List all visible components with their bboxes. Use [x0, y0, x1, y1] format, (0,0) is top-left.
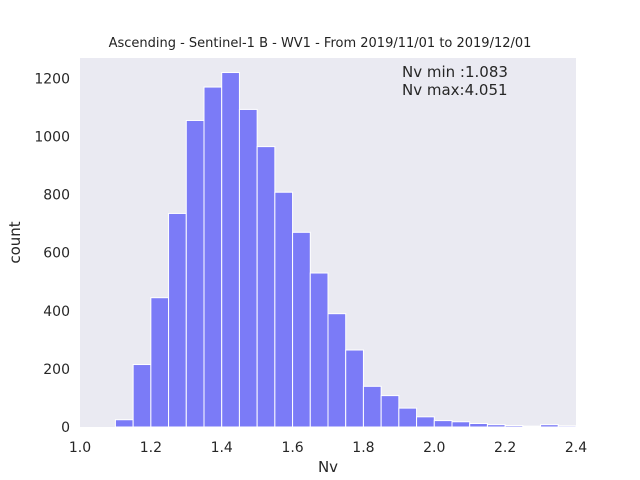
x-tick-label: 2.4 — [565, 440, 587, 456]
chart-title: Ascending - Sentinel-1 B - WV1 - From 20… — [108, 36, 532, 51]
histogram-bar-7 — [238, 108, 258, 428]
y-tick-label: 200 — [43, 362, 70, 378]
histogram-bar-1 — [132, 364, 152, 428]
histogram-bar-17 — [416, 416, 435, 428]
histogram-bar-12 — [327, 313, 347, 428]
y-axis-label: count — [6, 221, 24, 263]
histogram-bar-13 — [345, 349, 364, 428]
histogram-bar-24 — [540, 424, 559, 428]
x-tick-label: 2.2 — [494, 440, 516, 456]
histogram-bars — [114, 72, 577, 428]
x-tick-label: 2.0 — [423, 440, 445, 456]
histogram-bar-9 — [274, 191, 294, 428]
y-tick-label: 1000 — [34, 129, 70, 145]
histogram-bar-5 — [203, 86, 223, 428]
histogram-bar-10 — [292, 231, 311, 428]
y-tick-label: 1200 — [34, 71, 70, 87]
histogram-bar-6 — [221, 72, 240, 428]
histogram-bar-2 — [150, 297, 170, 428]
x-axis-label: Nv — [318, 458, 338, 476]
histogram-bar-21 — [486, 424, 506, 428]
histogram-bar-0 — [114, 419, 134, 428]
y-tick-label: 0 — [61, 420, 70, 436]
nv-min-annotation: Nv min :1.083 — [402, 63, 508, 81]
x-tick-label: 1.2 — [140, 440, 162, 456]
y-axis-ticks: 0 200 400 600 800 1000 1200 — [34, 71, 70, 436]
histogram-bar-22 — [504, 425, 524, 428]
histogram-bar-18 — [433, 420, 453, 428]
y-tick-label: 600 — [43, 246, 70, 262]
x-tick-label: 1.6 — [281, 440, 303, 456]
histogram-bar-19 — [451, 421, 471, 428]
histogram-bar-20 — [469, 423, 488, 428]
nv-max-annotation: Nv max:4.051 — [402, 81, 508, 99]
histogram-bar-16 — [398, 407, 418, 428]
histogram-bar-4 — [185, 119, 205, 428]
histogram-bar-8 — [256, 146, 276, 428]
histogram-bar-11 — [309, 272, 329, 428]
histogram-bar-3 — [168, 212, 187, 428]
y-tick-label: 800 — [43, 188, 70, 204]
x-axis-ticks: 1.0 1.2 1.4 1.6 1.8 2.0 2.2 2.4 — [69, 440, 587, 456]
histogram-bar-15 — [380, 395, 400, 428]
y-tick-label: 400 — [43, 304, 70, 320]
histogram-bar-14 — [362, 385, 382, 428]
histogram-bar-25 — [557, 425, 577, 428]
x-tick-label: 1.8 — [352, 440, 374, 456]
x-tick-label: 1.4 — [211, 440, 233, 456]
x-tick-label: 1.0 — [69, 440, 91, 456]
histogram-bar-23 — [522, 425, 542, 428]
